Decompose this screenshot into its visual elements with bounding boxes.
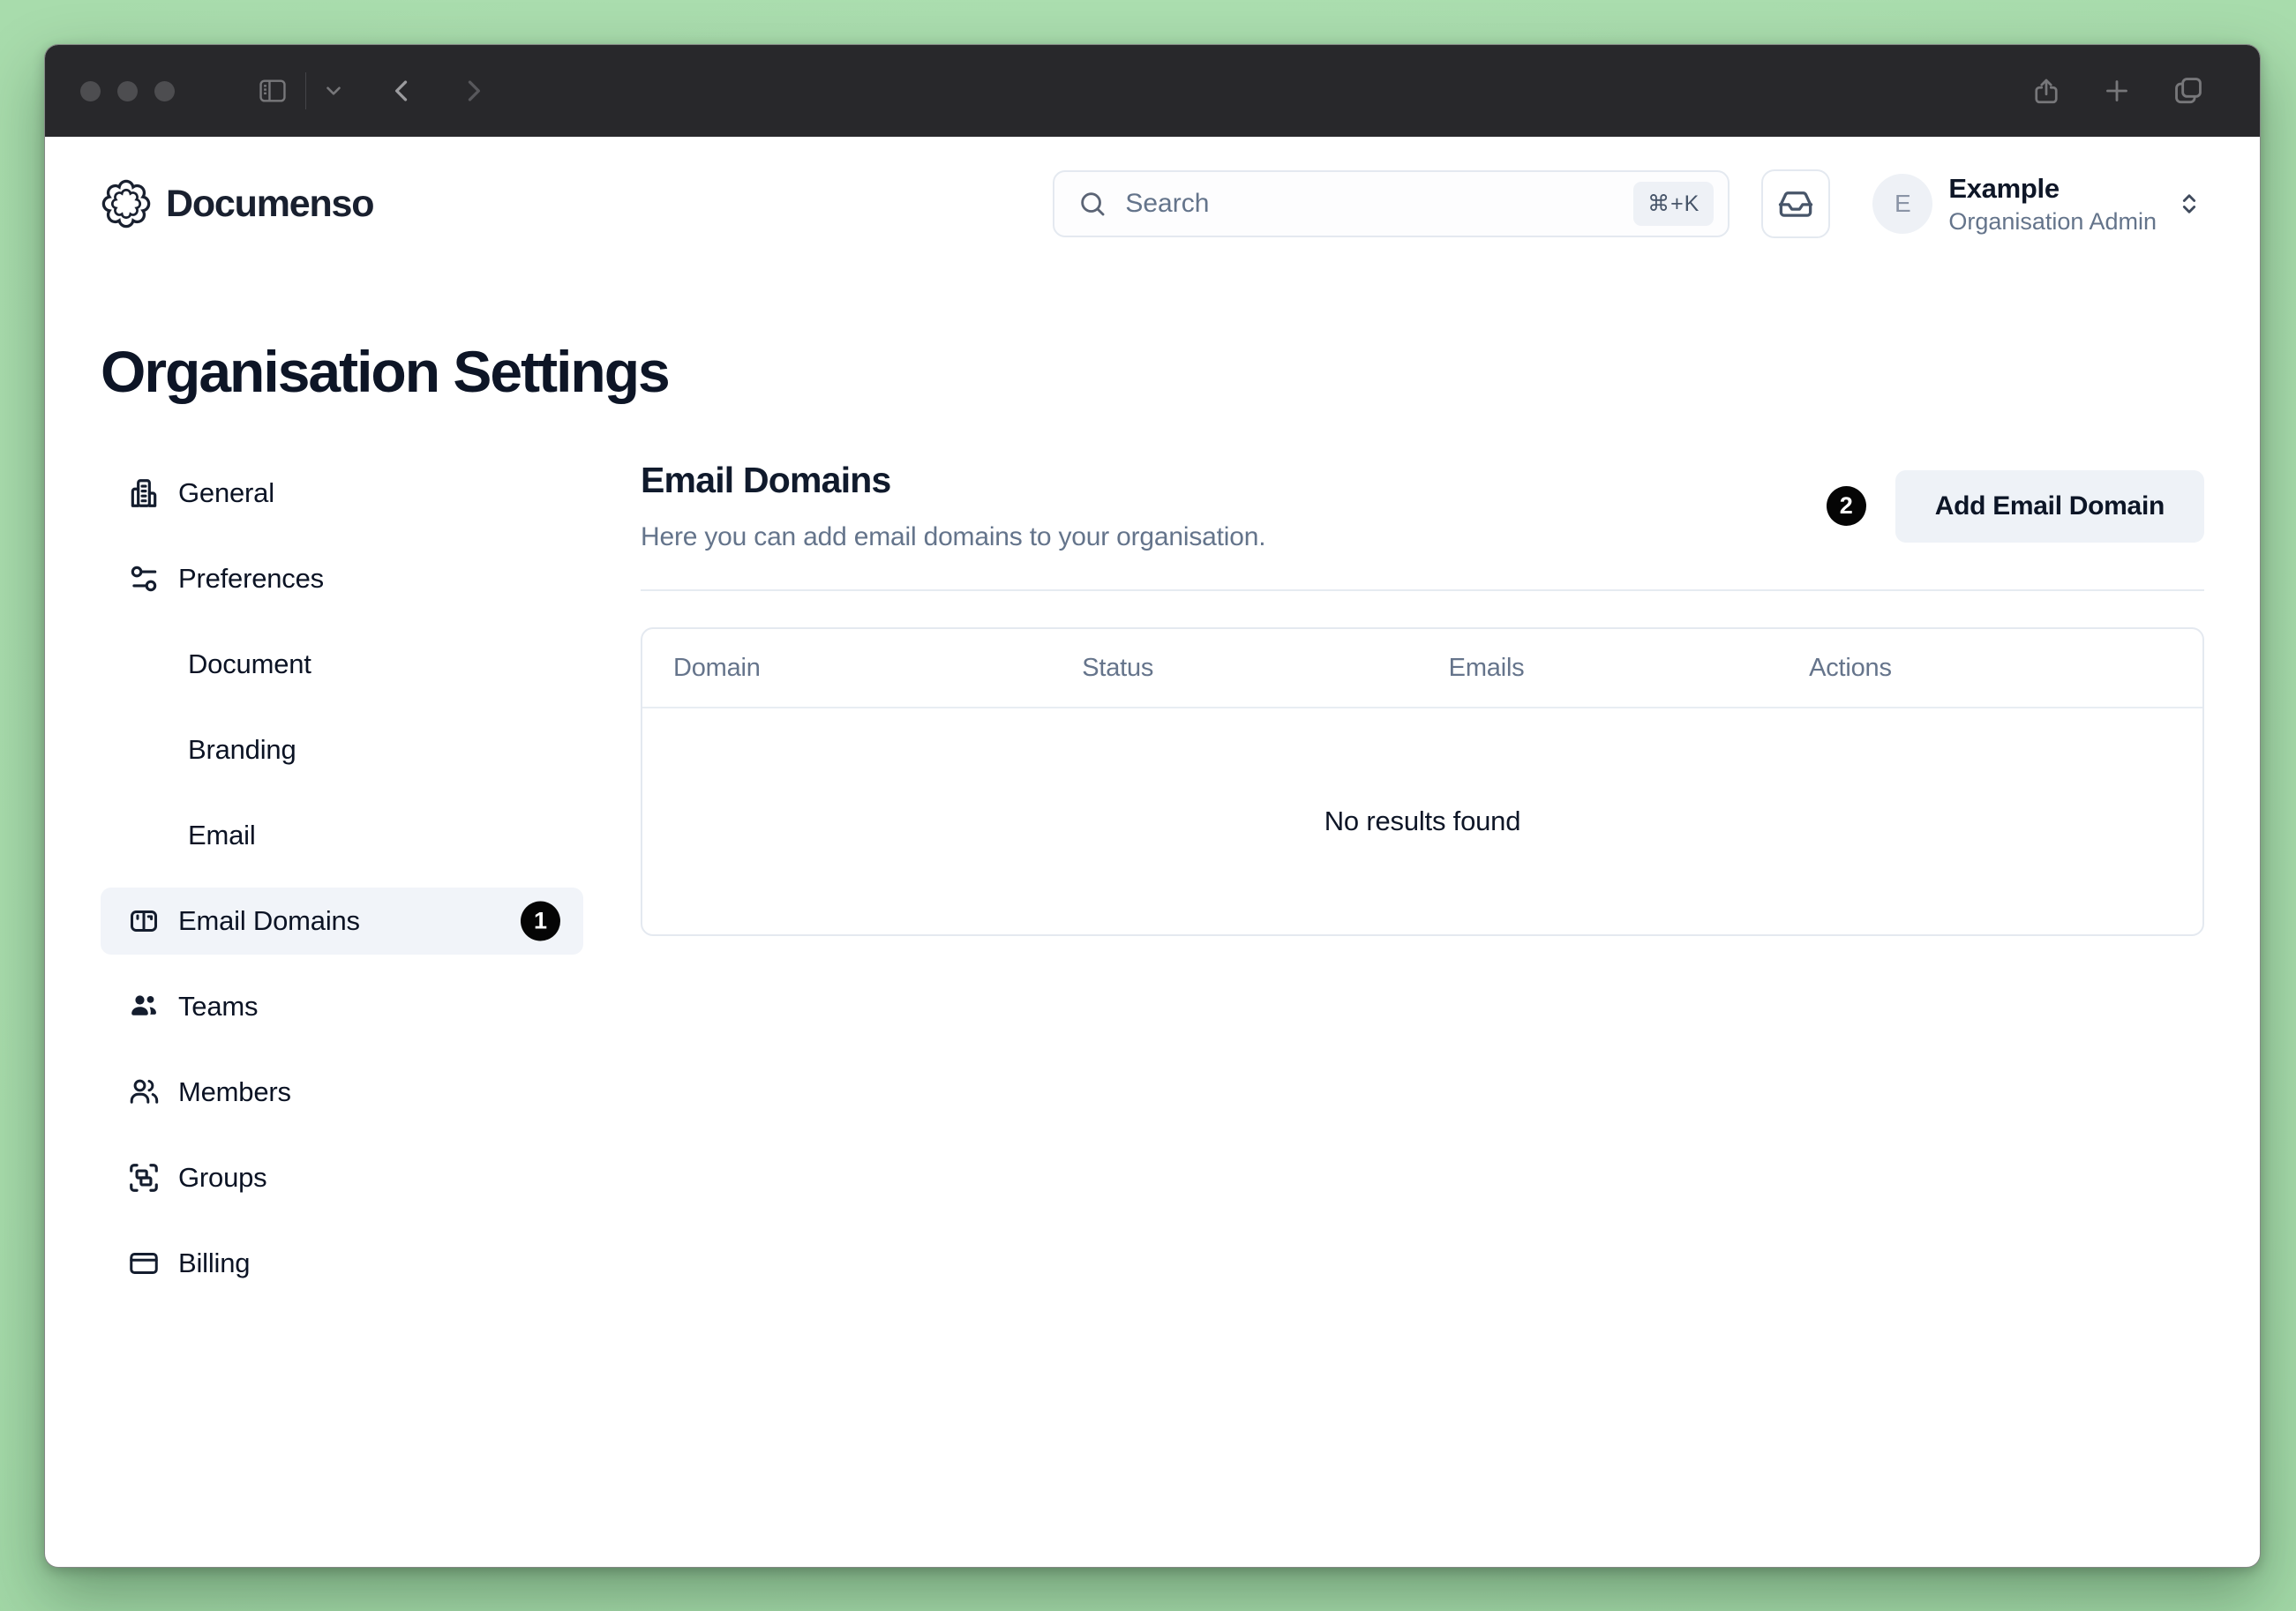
column-header-domain: Domain xyxy=(673,653,761,682)
avatar: E xyxy=(1872,174,1933,234)
zoom-window-button[interactable] xyxy=(154,80,175,101)
email-domains-icon xyxy=(126,905,161,937)
billing-card-icon xyxy=(126,1248,161,1279)
sidebar-toggle-icon[interactable] xyxy=(256,76,289,106)
titlebar-separator xyxy=(305,72,306,109)
table-empty-state: No results found xyxy=(1324,806,1521,836)
annotation-badge-1: 1 xyxy=(521,901,560,941)
column-header-status: Status xyxy=(1082,653,1154,682)
sidebar-item-label: Members xyxy=(178,1076,291,1107)
sidebar-item-label: Document xyxy=(188,648,311,679)
search-icon xyxy=(1077,189,1107,219)
sidebar-item-label: General xyxy=(178,477,274,508)
sidebar-item-branding[interactable]: Branding xyxy=(101,716,583,783)
sidebar-item-label: Groups xyxy=(178,1162,267,1193)
settings-sidebar: General Preferences Document Branding Em… xyxy=(101,460,583,1315)
user-name: Example xyxy=(1948,172,2060,204)
close-window-button[interactable] xyxy=(80,80,101,101)
annotation-badge-2: 2 xyxy=(1826,486,1866,526)
forward-icon[interactable] xyxy=(458,74,488,108)
tab-overview-icon[interactable] xyxy=(2172,74,2205,108)
sidebar-item-groups[interactable]: Groups xyxy=(101,1144,583,1211)
inbox-tray-icon xyxy=(1777,185,1814,222)
search-bar[interactable]: ⌘+K xyxy=(1053,170,1730,237)
email-domains-section: Email Domains Here you can add email dom… xyxy=(641,460,2204,1315)
brand-name: Documenso xyxy=(166,182,374,225)
add-email-domain-button[interactable]: Add Email Domain xyxy=(1895,469,2204,543)
sidebar-item-label: Teams xyxy=(178,991,259,1022)
sidebar-item-document[interactable]: Document xyxy=(101,631,583,698)
building-icon xyxy=(126,476,161,511)
sidebar-item-teams[interactable]: Teams xyxy=(101,973,583,1040)
sliders-icon xyxy=(126,562,161,596)
browser-window: Documenso ⌘+K E Example Organisation Adm… xyxy=(44,44,2261,1568)
new-tab-icon[interactable] xyxy=(2101,75,2133,107)
chevron-down-icon[interactable] xyxy=(322,79,345,102)
documenso-seal-icon xyxy=(101,178,152,229)
share-icon[interactable] xyxy=(2030,73,2062,109)
sidebar-item-email-domains[interactable]: Email Domains 1 xyxy=(101,888,583,955)
column-header-actions: Actions xyxy=(1809,653,1892,682)
back-icon[interactable] xyxy=(387,74,417,108)
search-input[interactable] xyxy=(1125,189,1634,219)
user-menu[interactable]: E Example Organisation Admin xyxy=(1872,173,2204,236)
chevrons-up-down-icon xyxy=(2174,187,2204,221)
user-text: Example Organisation Admin xyxy=(1948,173,2157,236)
column-header-emails: Emails xyxy=(1448,653,1525,682)
members-icon xyxy=(126,1076,161,1108)
email-domains-table: Domain Status Emails Actions No results … xyxy=(641,627,2204,936)
groups-icon xyxy=(126,1161,161,1195)
sidebar-item-preferences[interactable]: Preferences xyxy=(101,545,583,612)
minimize-window-button[interactable] xyxy=(117,80,138,101)
documenso-logo[interactable]: Documenso xyxy=(101,178,374,229)
sidebar-item-label: Email xyxy=(188,820,256,850)
section-divider xyxy=(641,589,2204,591)
table-header-row: Domain Status Emails Actions xyxy=(642,629,2202,708)
section-title: Email Domains xyxy=(641,460,891,500)
sidebar-item-label: Preferences xyxy=(178,563,324,594)
browser-titlebar xyxy=(45,45,2260,137)
section-description: Here you can add email domains to your o… xyxy=(641,522,1266,551)
sidebar-item-label: Billing xyxy=(178,1248,251,1278)
user-role: Organisation Admin xyxy=(1948,207,2157,235)
app-header: Documenso ⌘+K E Example Organisation Adm… xyxy=(45,137,2260,271)
sidebar-item-label: Branding xyxy=(188,734,296,765)
inbox-button[interactable] xyxy=(1761,169,1831,238)
teams-icon xyxy=(126,991,161,1023)
sidebar-item-label: Email Domains xyxy=(178,905,360,936)
search-shortcut-badge: ⌘+K xyxy=(1633,182,1714,226)
sidebar-item-email[interactable]: Email xyxy=(101,802,583,869)
traffic-lights xyxy=(80,80,175,101)
sidebar-item-general[interactable]: General xyxy=(101,460,583,527)
avatar-initial: E xyxy=(1895,190,1911,217)
sidebar-item-billing[interactable]: Billing xyxy=(101,1230,583,1297)
organisation-settings-page: Organisation Settings General Preference… xyxy=(45,338,2260,1315)
sidebar-item-members[interactable]: Members xyxy=(101,1059,583,1126)
page-title: Organisation Settings xyxy=(101,339,671,404)
